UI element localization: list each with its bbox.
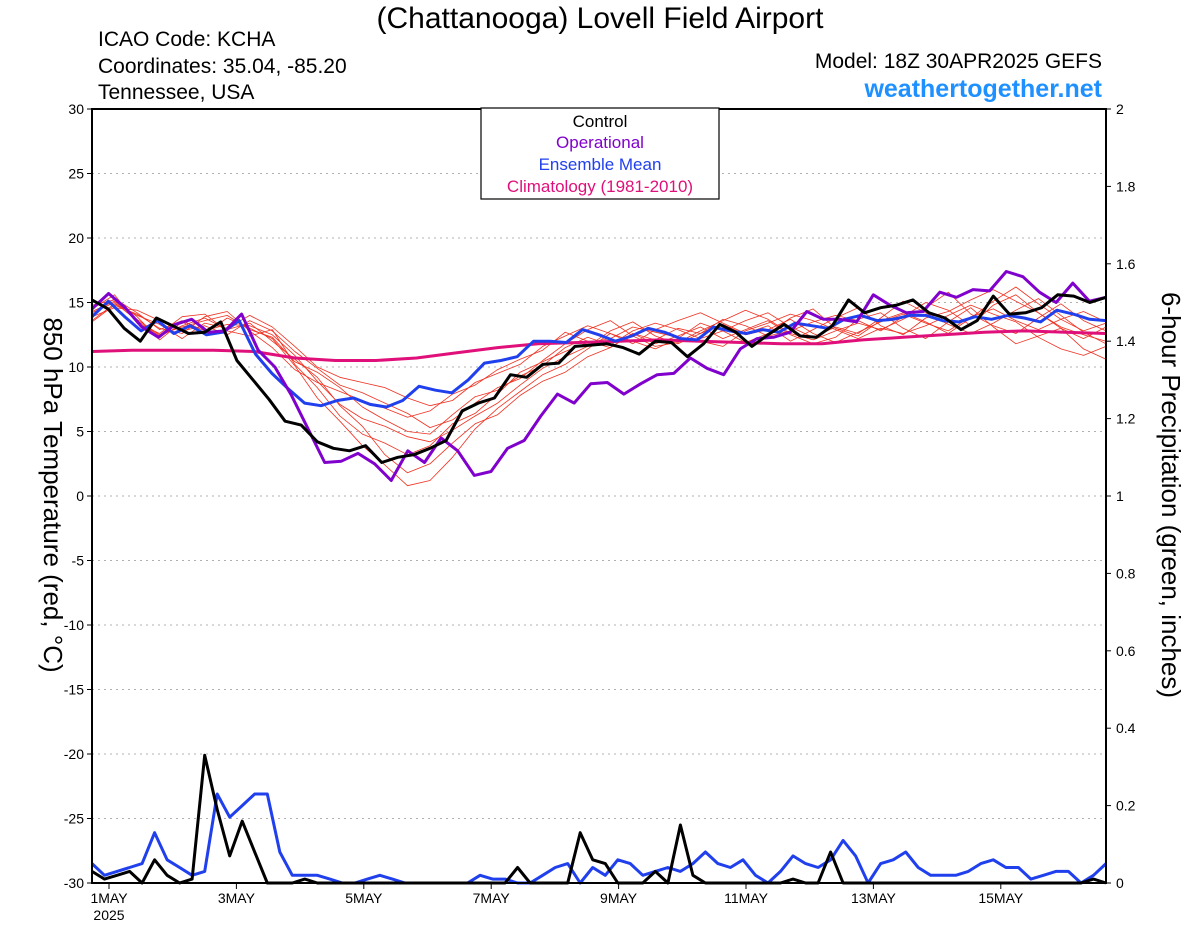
right-tick-label: 1.6 bbox=[1116, 256, 1136, 272]
right-tick-label: 2 bbox=[1116, 101, 1124, 117]
x-tick-label: 7MAY bbox=[473, 890, 511, 906]
temperature-member-line bbox=[91, 289, 1107, 407]
left-tick-label: 30 bbox=[68, 101, 84, 117]
region: Tennessee, USA bbox=[98, 81, 255, 104]
ensemble-mean-precip-line bbox=[90, 792, 1108, 885]
left-tick-label: -5 bbox=[72, 553, 85, 569]
left-tick-label: -10 bbox=[64, 617, 84, 633]
control-precip-line bbox=[91, 753, 1107, 885]
right-tick-label: 0.4 bbox=[1116, 720, 1136, 736]
left-tick-label: 20 bbox=[68, 230, 84, 246]
x-axis-ticks: 1MAY 3MAY 5MAY 7MAY 9MAY 11MAY 13MAY 15MAY 2025 bbox=[90, 883, 1024, 923]
right-tick-label: 1.8 bbox=[1116, 178, 1136, 194]
x-tick-label: 11MAY bbox=[724, 890, 768, 906]
legend-ensemble-mean: Ensemble Mean bbox=[539, 155, 662, 174]
left-tick-label: 25 bbox=[68, 166, 84, 182]
model-run: Model: 18Z 30APR2025 GEFS bbox=[814, 50, 1102, 73]
left-tick-label: 5 bbox=[76, 424, 84, 440]
right-axis-ticks: 2 1.8 1.6 1.4 1.2 1 0.8 0.6 0.4 0.2 0 bbox=[1106, 101, 1136, 891]
right-tick-label: 0 bbox=[1116, 875, 1124, 891]
x-tick-label: 3MAY bbox=[218, 890, 256, 906]
legend-operational: Operational bbox=[556, 133, 644, 152]
x-tick-label: 9MAY bbox=[600, 890, 638, 906]
left-tick-label: 10 bbox=[68, 359, 84, 375]
temperature-member-line bbox=[91, 298, 1107, 443]
legend-control: Control bbox=[573, 112, 628, 131]
temperature-member-line bbox=[91, 291, 1107, 429]
legend: Control Operational Ensemble Mean Climat… bbox=[480, 107, 720, 200]
right-axis-label: 6-hour Precipitation (green, inches) bbox=[1156, 292, 1186, 698]
site-link[interactable]: weathertogether.net bbox=[864, 75, 1102, 103]
plot-frame bbox=[91, 108, 1107, 884]
left-tick-label: -25 bbox=[64, 811, 84, 827]
right-tick-label: 1.2 bbox=[1116, 411, 1136, 427]
plot-border bbox=[91, 108, 1107, 884]
legend-climatology: Climatology (1981-2010) bbox=[507, 177, 693, 196]
right-tick-label: 0.6 bbox=[1116, 643, 1136, 659]
x-tick-label: 1MAY bbox=[90, 890, 128, 906]
chart-title: (Chattanooga) Lovell Field Airport bbox=[376, 2, 824, 35]
left-tick-label: 0 bbox=[76, 488, 84, 504]
x-year-label: 2025 bbox=[93, 907, 124, 923]
temperature-member-line bbox=[91, 302, 1107, 474]
right-tick-label: 0.8 bbox=[1116, 565, 1136, 581]
icao-code: ICAO Code: KCHA bbox=[98, 28, 276, 51]
x-tick-label: 15MAY bbox=[978, 890, 1024, 906]
right-tick-label: 1 bbox=[1116, 488, 1124, 504]
left-tick-label: -15 bbox=[64, 682, 84, 698]
plot-area bbox=[90, 270, 1108, 885]
left-tick-label: 15 bbox=[68, 295, 84, 311]
right-tick-label: 0.2 bbox=[1116, 798, 1136, 814]
operational-temp-line bbox=[90, 270, 1107, 482]
grid bbox=[92, 173, 1106, 819]
x-tick-label: 5MAY bbox=[345, 890, 383, 906]
left-tick-label: -20 bbox=[64, 746, 84, 762]
left-tick-label: -30 bbox=[64, 875, 84, 891]
x-tick-label: 13MAY bbox=[851, 890, 897, 906]
left-axis-label: 850 hPa Temperature (red, °C) bbox=[38, 317, 68, 672]
ensemble-mean-temp-line bbox=[90, 299, 1107, 409]
coordinates: Coordinates: 35.04, -85.20 bbox=[98, 55, 347, 78]
left-axis-ticks: 30 25 20 15 10 5 0 -5 -10 -15 -20 -25 -30 bbox=[64, 101, 92, 891]
control-temp-line bbox=[91, 293, 1107, 464]
right-tick-label: 1.4 bbox=[1116, 333, 1136, 349]
legend-box bbox=[480, 107, 720, 200]
